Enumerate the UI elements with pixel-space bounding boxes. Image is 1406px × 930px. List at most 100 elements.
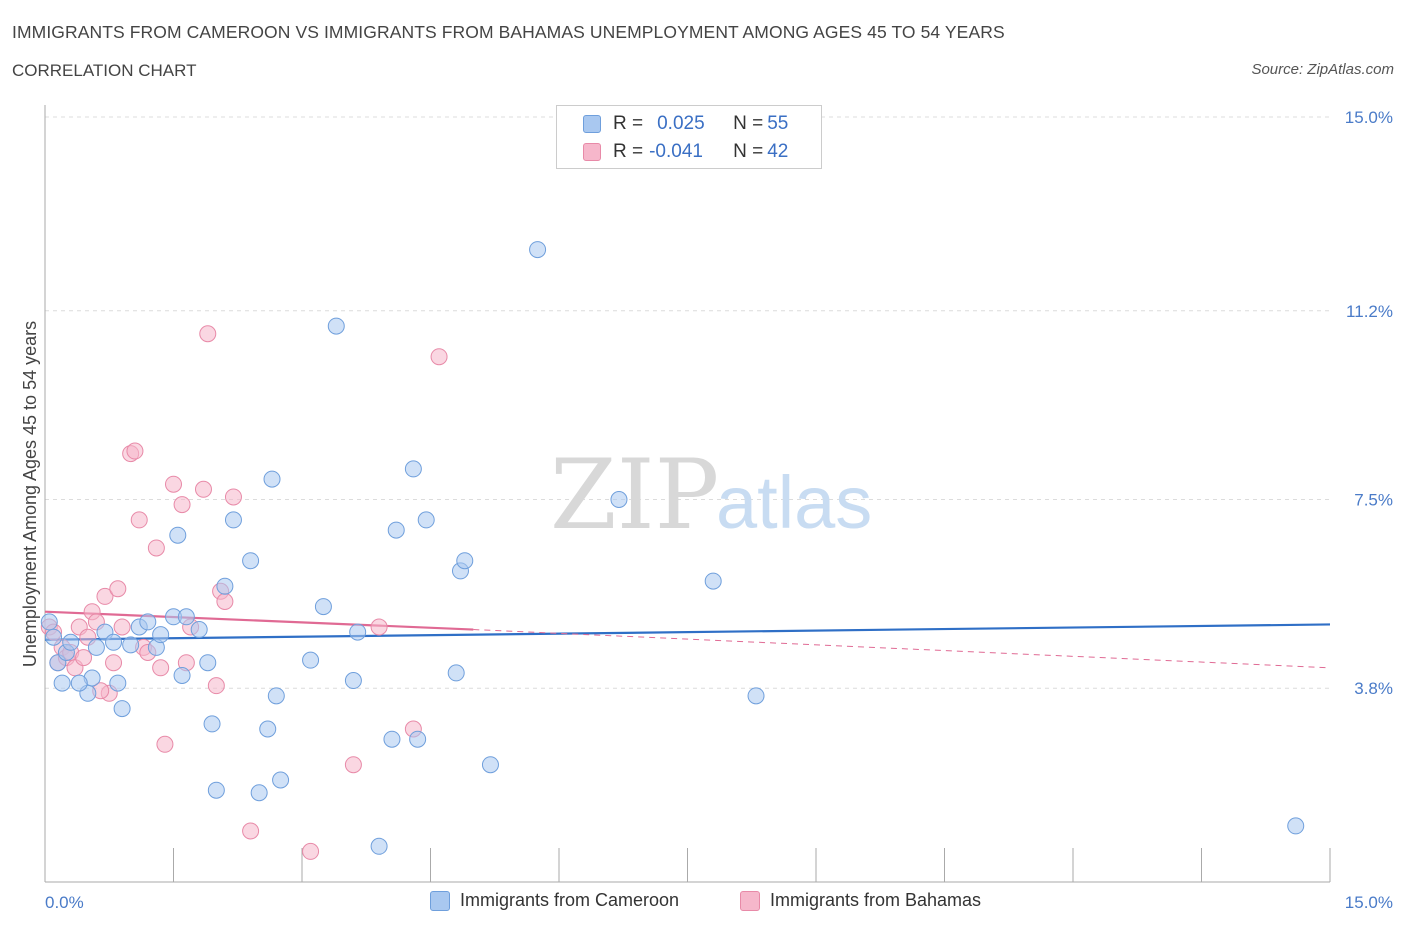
legend-row-bahamas: R = -0.041 N = 42	[583, 140, 788, 164]
y-tick-label: 11.2%	[1346, 302, 1393, 321]
cameroon-point	[349, 623, 367, 641]
bahamas-point	[194, 480, 212, 498]
cameroon-point	[224, 511, 242, 529]
axes	[44, 105, 1331, 883]
bahamas-point	[113, 618, 131, 636]
cameroon-point	[1287, 817, 1305, 835]
cameroon-point	[152, 626, 170, 644]
cameroon-point	[109, 674, 127, 692]
cameroon-point	[387, 521, 405, 539]
bahamas-point	[109, 580, 127, 598]
bahamas-point	[156, 735, 174, 753]
series-cameroon	[40, 241, 1305, 855]
y-tick-label: 15.0%	[1345, 108, 1393, 127]
watermark-atlas: atlas	[716, 461, 872, 544]
bahamas-point	[126, 442, 144, 460]
cameroon-point	[610, 491, 628, 508]
cameroon-point	[447, 664, 465, 682]
y-tick-labels: 3.8% 7.5% 11.2% 15.0%	[1345, 108, 1393, 698]
bahamas-point	[165, 475, 182, 493]
cameroon-point	[747, 687, 765, 705]
cameroon-point	[87, 638, 105, 656]
cameroon-point	[216, 577, 234, 595]
gridlines	[45, 116, 1330, 689]
cameroon-point	[529, 241, 547, 259]
legend-row-cameroon: R = 0.025 N = 55	[583, 112, 788, 136]
bahamas-point	[216, 593, 234, 610]
cameroon-point	[481, 756, 499, 774]
cameroon-point	[417, 511, 435, 529]
cameroon-point	[383, 730, 401, 748]
cameroon-point	[70, 674, 88, 692]
bottom-legend-cameroon: Immigrants from Cameroon	[430, 890, 679, 911]
bahamas-point	[130, 511, 148, 529]
legend-n-value: 55	[767, 113, 789, 134]
trend-lines	[44, 610, 1331, 669]
legend-label-cameroon: Immigrants from Cameroon	[460, 890, 680, 910]
legend-n-value: 42	[767, 141, 789, 162]
cameroon-point	[173, 666, 191, 684]
bottom-legend-bahamas: Immigrants from Bahamas	[740, 890, 981, 911]
cameroon-point	[62, 633, 80, 651]
watermark: ZIP atlas	[550, 439, 872, 551]
cameroon-point	[272, 771, 290, 789]
cameroon-point	[404, 460, 422, 478]
cameroon-point	[190, 621, 208, 639]
x-tick-label: 0.0%	[45, 893, 84, 912]
bahamas-point	[207, 677, 225, 695]
bahamas-point	[96, 587, 114, 605]
cameroon-point	[456, 552, 474, 570]
legend-n-label: N =	[733, 141, 764, 162]
cameroon-point	[113, 700, 131, 718]
watermark-zip: ZIP	[550, 439, 719, 551]
cameroon-point	[344, 672, 362, 690]
cameroon-point	[302, 651, 320, 669]
cameroon-point	[704, 572, 722, 590]
legend-r-label: R =	[613, 113, 644, 134]
y-tick-label: 7.5%	[1354, 491, 1393, 510]
cameroon-point	[177, 608, 195, 626]
series-bahamas	[40, 325, 448, 860]
cameroon-point	[122, 636, 140, 654]
x-tick-labels: 0.0% 15.0%	[45, 893, 1393, 912]
bahamas-point	[147, 539, 165, 557]
bahamas-trend-extension	[473, 629, 1331, 669]
cameroon-point	[409, 730, 427, 748]
cameroon-trend-line	[44, 623, 1331, 641]
x-tick-label: 15.0%	[1345, 893, 1393, 912]
cameroon-point	[139, 613, 157, 631]
cameroon-point	[263, 470, 281, 488]
bahamas-point	[370, 618, 388, 636]
legend-r-label: R =	[613, 141, 644, 162]
cameroon-point	[327, 317, 345, 335]
cameroon-point	[242, 552, 260, 570]
legend-swatch-bahamas	[583, 143, 601, 161]
cameroon-point	[203, 715, 221, 733]
bahamas-point	[302, 842, 320, 860]
legend-swatch-bahamas	[740, 890, 760, 911]
y-axis-label: Unemployment Among Ages 45 to 54 years	[20, 321, 40, 667]
bahamas-point	[75, 649, 93, 667]
bahamas-point	[105, 654, 123, 672]
chart-subtitle: CORRELATION CHART	[12, 61, 197, 80]
cameroon-point	[169, 526, 187, 544]
cameroon-point	[45, 628, 63, 646]
stats-legend: R = 0.025 N = 55 R = -0.041 N = 42	[556, 105, 822, 169]
bahamas-point	[344, 756, 362, 774]
bahamas-point	[173, 496, 191, 514]
legend-label-bahamas: Immigrants from Bahamas	[770, 890, 982, 910]
legend-r-value: 0.025	[657, 113, 705, 134]
cameroon-point	[207, 781, 225, 799]
cameroon-point	[53, 674, 71, 692]
cameroon-point	[199, 654, 217, 672]
legend-r-value: -0.041	[649, 141, 703, 162]
legend-swatch-cameroon	[583, 115, 601, 133]
source-label: Source: ZipAtlas.com	[1251, 61, 1394, 78]
legend-n-label: N =	[733, 113, 764, 134]
cameroon-point	[250, 784, 268, 802]
cameroon-point	[40, 613, 58, 631]
chart-title: IMMIGRANTS FROM CAMEROON VS IMMIGRANTS F…	[12, 22, 1005, 42]
cameroon-point	[314, 598, 332, 616]
cameroon-point	[267, 687, 285, 705]
